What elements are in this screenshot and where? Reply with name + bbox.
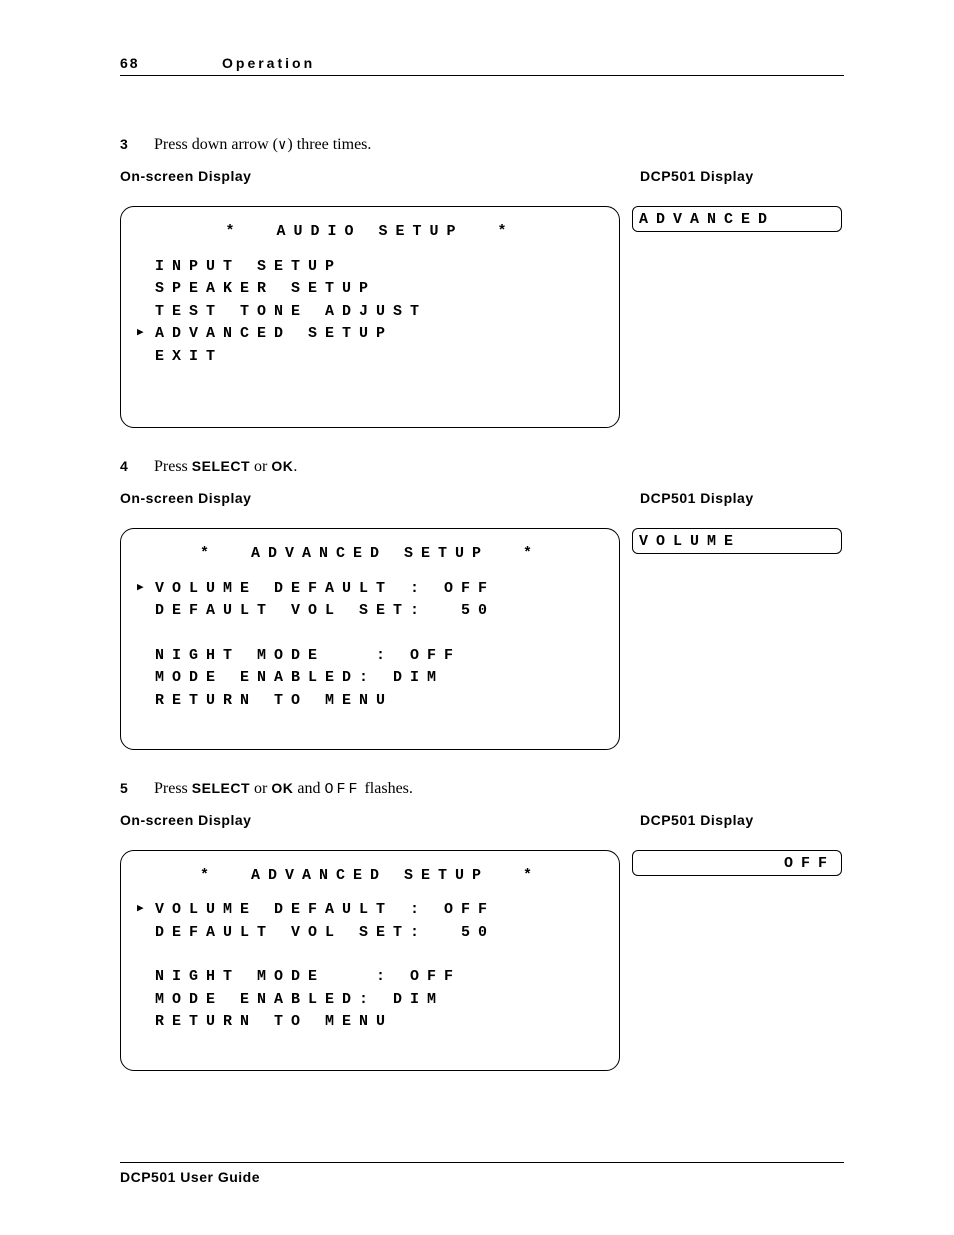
osd-line: ▶VOLUME DEFAULT : OFF: [155, 899, 615, 922]
pointer-icon: ▶: [137, 325, 144, 342]
dcp-label: DCP501 Display: [640, 490, 754, 506]
step-number: 5: [120, 780, 134, 796]
osd-line: RETURN TO MENU: [155, 690, 615, 713]
osd-line: INPUT SETUP: [155, 256, 615, 279]
step-number: 4: [120, 458, 134, 474]
osd-box: * AUDIO SETUP * INPUT SETUPSPEAKER SETUPT…: [120, 206, 620, 428]
step-instruction: Press SELECT or OK and OFF flashes.: [154, 780, 413, 798]
pointer-icon: ▶: [137, 580, 144, 597]
dcp-text: VOLUME: [639, 533, 741, 550]
osd-line: NIGHT MODE : OFF: [155, 966, 615, 989]
page-header: 68 Operation: [120, 55, 844, 76]
osd-box: * ADVANCED SETUP * ▶VOLUME DEFAULT : OFFD…: [120, 850, 620, 1072]
osd-line: NIGHT MODE : OFF: [155, 645, 615, 668]
osd-line: SPEAKER SETUP: [155, 278, 615, 301]
step-3: 3 Press down arrow (∨) three times. On-s…: [120, 136, 844, 428]
osd-line: ▶VOLUME DEFAULT : OFF: [155, 578, 615, 601]
page-number: 68: [120, 55, 222, 71]
dcp-box: VOLUME: [632, 528, 842, 554]
step-4: 4 Press SELECT or OK. On-screen Display …: [120, 458, 844, 750]
dcp-label: DCP501 Display: [640, 168, 754, 184]
osd-line: TEST TONE ADJUST: [155, 301, 615, 324]
dcp-text: ADVANCED: [639, 211, 775, 228]
dcp-box: OFF: [632, 850, 842, 876]
osd-line: DEFAULT VOL SET: 50: [155, 600, 615, 623]
step-5: 5 Press SELECT or OK and OFF flashes. On…: [120, 780, 844, 1072]
osd-line: MODE ENABLED: DIM: [155, 667, 615, 690]
osd-box: * ADVANCED SETUP * ▶VOLUME DEFAULT : OFFD…: [120, 528, 620, 750]
pointer-icon: ▶: [137, 901, 144, 918]
osd-title: * AUDIO SETUP *: [125, 221, 615, 244]
osd-title: * ADVANCED SETUP *: [125, 543, 615, 566]
osd-label: On-screen Display: [120, 168, 640, 184]
osd-line: ▶ADVANCED SETUP: [155, 323, 615, 346]
osd-line: MODE ENABLED: DIM: [155, 989, 615, 1012]
step-number: 3: [120, 136, 134, 152]
footer-text: DCP501 User Guide: [120, 1162, 844, 1185]
dcp-box: ADVANCED: [632, 206, 842, 232]
osd-line: EXIT: [155, 346, 615, 369]
dcp-text: OFF: [784, 855, 835, 872]
down-arrow-icon: ∨: [278, 138, 287, 154]
osd-label: On-screen Display: [120, 490, 640, 506]
osd-label: On-screen Display: [120, 812, 640, 828]
osd-line: DEFAULT VOL SET: 50: [155, 922, 615, 945]
osd-title: * ADVANCED SETUP *: [125, 865, 615, 888]
step-instruction: Press SELECT or OK.: [154, 458, 297, 476]
dcp-label: DCP501 Display: [640, 812, 754, 828]
osd-line: RETURN TO MENU: [155, 1011, 615, 1034]
section-title: Operation: [222, 55, 315, 71]
step-instruction: Press down arrow (∨) three times.: [154, 136, 371, 154]
